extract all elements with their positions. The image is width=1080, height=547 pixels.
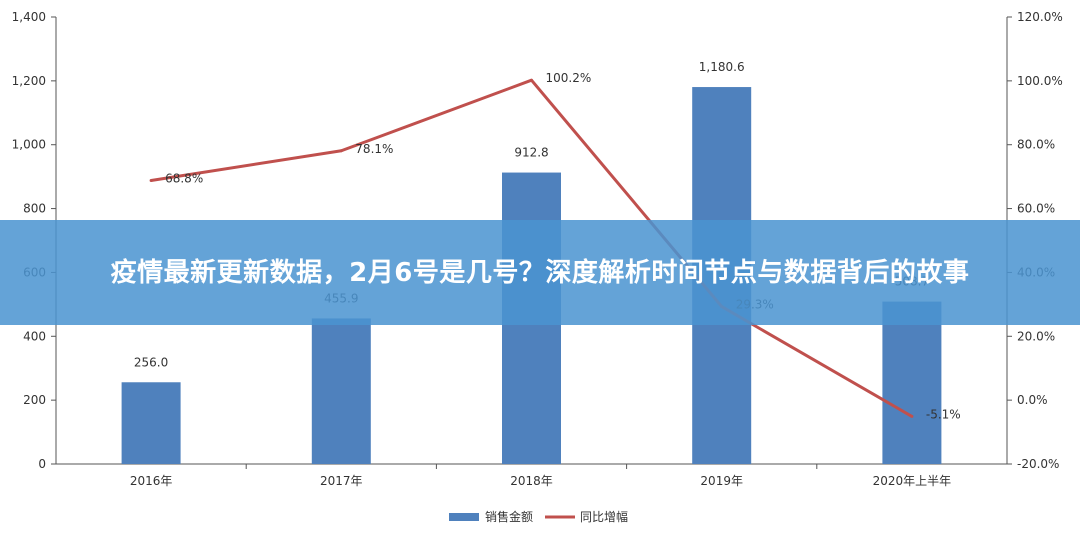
line-point <box>339 149 343 153</box>
left-tick-label: 200 <box>23 393 46 407</box>
legend-line-label: 同比增幅 <box>580 509 628 524</box>
line-point <box>149 178 153 182</box>
bar-data-label: 256.0 <box>134 355 168 369</box>
tick-labels: 02004006008001,0001,2001,400-20.0%0.0%20… <box>12 10 1063 488</box>
legend-bar-label: 销售金额 <box>485 509 533 524</box>
x-tick-label: 2017年 <box>320 474 363 488</box>
left-tick-label: 0 <box>38 457 46 471</box>
bar-data-label: 912.8 <box>514 146 548 160</box>
right-tick-label: 20.0% <box>1017 329 1055 343</box>
line-point <box>530 78 533 82</box>
bar <box>311 318 371 464</box>
legend-bar-swatch <box>449 513 479 521</box>
x-tick-label: 2018年 <box>510 474 553 488</box>
line-data-label: -5.1% <box>926 407 961 421</box>
banner-title: 疫情最新更新数据，2月6号是几号？深度解析时间节点与数据背后的故事 <box>110 257 970 288</box>
right-tick-label: 0.0% <box>1017 393 1048 407</box>
left-tick-label: 800 <box>23 202 46 216</box>
line-data-label: 100.2% <box>546 71 592 85</box>
title-banner: 疫情最新更新数据，2月6号是几号？深度解析时间节点与数据背后的故事 <box>0 220 1080 325</box>
right-tick-label: 60.0% <box>1017 202 1055 216</box>
bar <box>121 382 181 464</box>
left-tick-label: 1,000 <box>12 138 46 152</box>
x-tick-label: 2020年上半年 <box>873 474 952 488</box>
line-point <box>910 414 914 418</box>
x-tick-label: 2019年 <box>700 474 743 488</box>
x-tick-label: 2016年 <box>130 474 173 488</box>
line-data-label: 78.1% <box>355 142 393 156</box>
left-tick-label: 1,400 <box>12 10 46 24</box>
right-tick-label: -20.0% <box>1017 457 1059 471</box>
right-tick-label: 80.0% <box>1017 138 1055 152</box>
legend: 销售金额 同比增幅 <box>449 509 628 524</box>
right-tick-label: 120.0% <box>1017 10 1063 24</box>
right-tick-label: 100.0% <box>1017 74 1063 88</box>
bar <box>882 301 942 464</box>
bar-data-label: 1,180.6 <box>699 60 745 74</box>
left-tick-label: 400 <box>23 329 46 343</box>
line-data-label: 68.8% <box>165 171 203 185</box>
left-tick-label: 1,200 <box>12 74 46 88</box>
